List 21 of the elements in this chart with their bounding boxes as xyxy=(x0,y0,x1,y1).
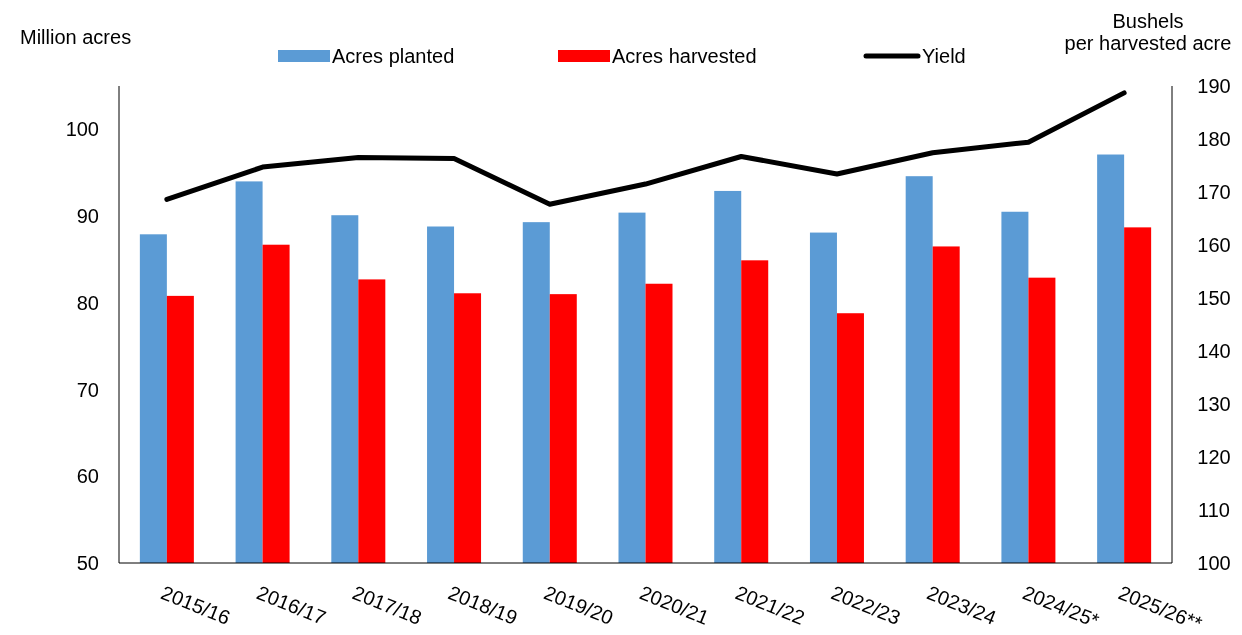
legend-label: Yield xyxy=(922,45,966,67)
y2-tick-label: 110 xyxy=(1198,499,1230,521)
y-tick-label: 60 xyxy=(76,465,99,488)
y2-tick-label: 160 xyxy=(1197,234,1231,256)
y-tick-label: 50 xyxy=(76,552,99,574)
legend-label: Acres planted xyxy=(332,45,455,67)
y2-tick-label: 120 xyxy=(1197,446,1231,468)
y2-tick-label: 150 xyxy=(1197,287,1231,309)
legend-label: Acres harvested xyxy=(612,45,757,67)
y2-tick-label: 170 xyxy=(1197,181,1231,203)
y-tick-label: 100 xyxy=(65,118,99,141)
y-axis-title: Million acres xyxy=(20,26,132,48)
y2-tick-label: 130 xyxy=(1197,393,1231,415)
y2-axis-title: Bushels per harvested acre xyxy=(1064,10,1232,54)
y-tick-label: 70 xyxy=(76,378,99,401)
y2-tick-label: 100 xyxy=(1197,552,1231,574)
y2-tick-label: 190 xyxy=(1197,75,1231,97)
y2-tick-label: 180 xyxy=(1197,128,1231,150)
y-tick-label: 90 xyxy=(76,205,99,228)
y-tick-label: 80 xyxy=(76,291,99,314)
y2-tick-label: 140 xyxy=(1197,340,1231,362)
